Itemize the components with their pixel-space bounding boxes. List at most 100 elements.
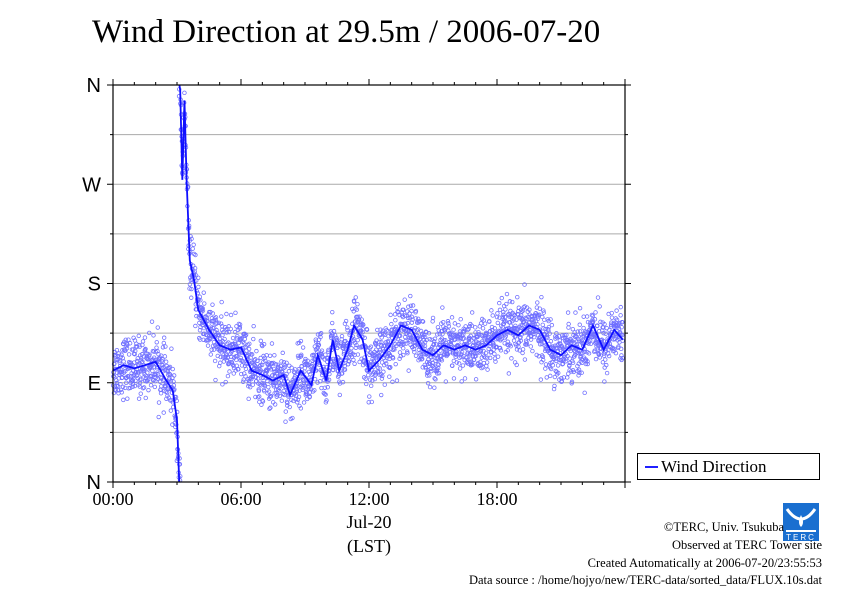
data-point: [126, 374, 131, 379]
data-point: [507, 314, 512, 319]
data-point: [140, 339, 146, 344]
data-point: [585, 359, 590, 364]
data-point: [236, 348, 242, 354]
data-point: [220, 332, 225, 338]
data-point: [404, 349, 410, 354]
data-point: [577, 305, 583, 311]
data-point: [355, 352, 361, 357]
data-point: [476, 330, 481, 335]
data-point: [355, 337, 360, 343]
data-point: [586, 351, 592, 356]
data-point: [445, 319, 451, 324]
data-point: [304, 362, 309, 367]
data-point: [276, 364, 281, 370]
data-point: [580, 350, 585, 356]
data-point: [367, 394, 372, 399]
data-point: [377, 347, 383, 353]
data-point: [397, 333, 403, 339]
data-point: [552, 383, 557, 389]
data-point: [318, 331, 324, 336]
data-point: [284, 360, 289, 366]
data-point: [413, 316, 418, 321]
data-point: [571, 369, 576, 375]
data-point: [210, 302, 215, 307]
data-point: [459, 349, 465, 355]
data-point: [298, 338, 304, 344]
data-point: [514, 317, 519, 322]
data-point: [432, 336, 438, 341]
data-point: [602, 379, 607, 384]
data-point: [550, 363, 556, 368]
data-point: [432, 385, 437, 390]
data-point: [152, 384, 158, 390]
data-point: [168, 379, 173, 384]
data-point: [515, 311, 520, 317]
data-point: [604, 362, 609, 368]
data-point: [469, 323, 474, 328]
data-point: [618, 304, 623, 310]
data-point: [493, 359, 498, 364]
x-tick-label: 06:00: [220, 489, 261, 509]
data-point: [505, 342, 510, 347]
data-point: [156, 414, 161, 420]
data-point: [458, 316, 463, 322]
data-point: [141, 367, 147, 372]
data-point: [272, 353, 277, 358]
data-point: [461, 336, 467, 341]
data-point: [440, 305, 445, 310]
data-point: [436, 362, 441, 367]
data-point: [323, 400, 329, 405]
data-point: [275, 392, 280, 398]
data-point: [246, 346, 252, 352]
data-point: [601, 330, 606, 336]
data-point: [246, 396, 251, 402]
data-point: [597, 355, 603, 360]
data-point: [388, 365, 393, 370]
data-point: [393, 361, 398, 367]
data-point: [520, 347, 526, 352]
data-point: [392, 312, 398, 317]
data-point: [143, 346, 148, 352]
data-point: [468, 333, 473, 339]
data-point: [387, 374, 392, 379]
source-text: Data source : /home/hojyo/new/TERC-data/…: [468, 573, 822, 587]
data-point: [193, 252, 198, 258]
data-point: [456, 361, 462, 366]
data-point: [405, 351, 410, 356]
data-point: [187, 286, 192, 291]
data-point: [497, 300, 502, 306]
data-point: [430, 319, 435, 324]
data-point: [386, 364, 391, 370]
data-point: [256, 388, 262, 394]
data-point: [146, 387, 151, 393]
data-point: [522, 282, 527, 287]
data-point: [163, 359, 169, 364]
data-point: [620, 320, 625, 325]
data-point: [393, 318, 398, 323]
data-point: [354, 342, 359, 348]
data-point: [509, 356, 514, 361]
x-axis-date-label: Jul-20: [347, 512, 392, 532]
data-point: [406, 304, 411, 309]
data-point: [579, 370, 584, 375]
data-point: [171, 383, 177, 388]
data-point: [381, 369, 386, 374]
data-point: [537, 306, 542, 311]
data-point: [592, 317, 598, 322]
data-point: [560, 361, 566, 366]
data-point: [218, 360, 223, 365]
data-point: [189, 286, 194, 292]
data-point: [243, 366, 249, 372]
data-point: [451, 327, 456, 332]
data-point: [314, 346, 319, 351]
data-point: [295, 400, 300, 405]
data-point: [510, 299, 515, 305]
data-point: [499, 295, 504, 301]
data-point: [495, 354, 501, 359]
data-point: [408, 303, 414, 308]
data-point: [130, 384, 135, 390]
data-point: [473, 377, 479, 382]
y-tick-label: N: [87, 472, 101, 494]
data-point: [528, 334, 534, 339]
